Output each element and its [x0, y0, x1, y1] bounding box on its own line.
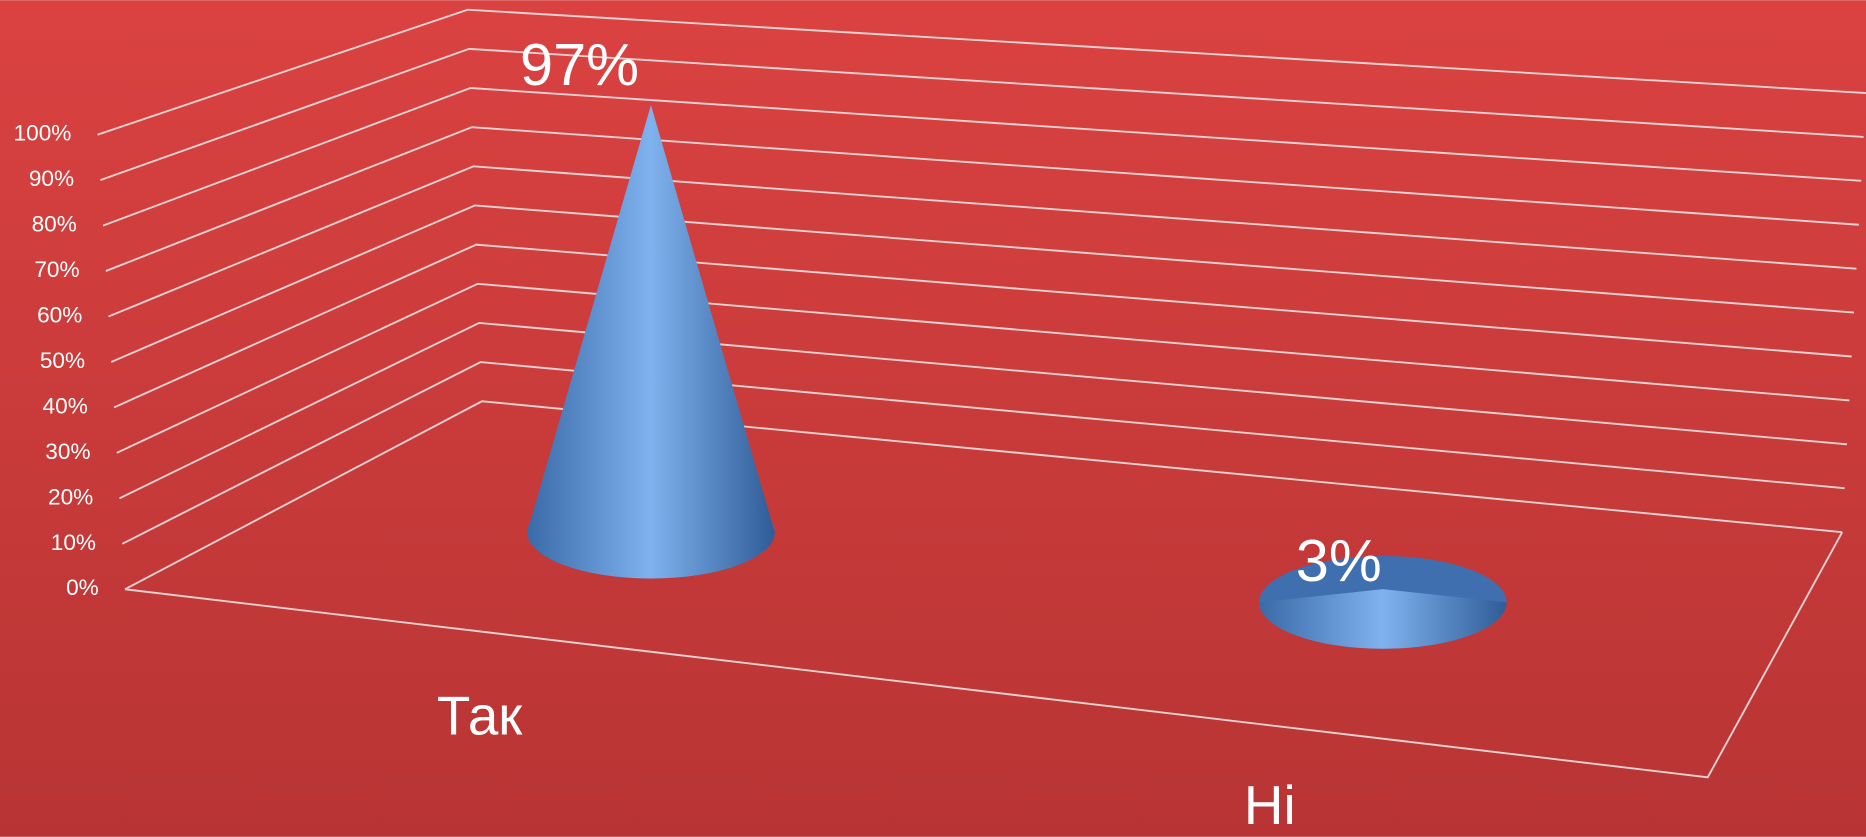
y-tick-label: 20% — [48, 484, 93, 509]
y-tick-label: 50% — [40, 348, 85, 373]
x-tick-label: Так — [437, 685, 523, 747]
value-label: 97% — [520, 31, 639, 98]
cone — [527, 105, 775, 579]
y-tick-label: 70% — [34, 257, 79, 282]
y-tick-label: 90% — [29, 166, 74, 191]
grid-line — [108, 165, 1857, 318]
grid-line — [119, 321, 1848, 500]
y-tick-label: 0% — [66, 575, 99, 600]
grid-line — [116, 282, 1850, 454]
grid-line — [113, 243, 1852, 409]
grid-line — [121, 361, 1845, 545]
grid-line — [105, 126, 1859, 272]
grid-line — [100, 47, 1864, 182]
y-tick-label: 80% — [32, 212, 77, 237]
grid-line — [97, 8, 1866, 136]
grid-line — [102, 87, 1862, 227]
y-tick-label: 30% — [45, 439, 90, 464]
grid-line — [124, 400, 1843, 591]
cone — [1259, 589, 1507, 649]
value-label: 3% — [1296, 527, 1382, 594]
y-tick-label: 40% — [43, 393, 88, 418]
x-tick-label: Ні — [1244, 774, 1296, 836]
y-tick-label: 10% — [51, 530, 96, 555]
grid-line — [110, 204, 1855, 363]
floor-edge — [124, 531, 1844, 779]
y-tick-label: 100% — [14, 121, 72, 146]
y-tick-label: 60% — [37, 302, 82, 327]
